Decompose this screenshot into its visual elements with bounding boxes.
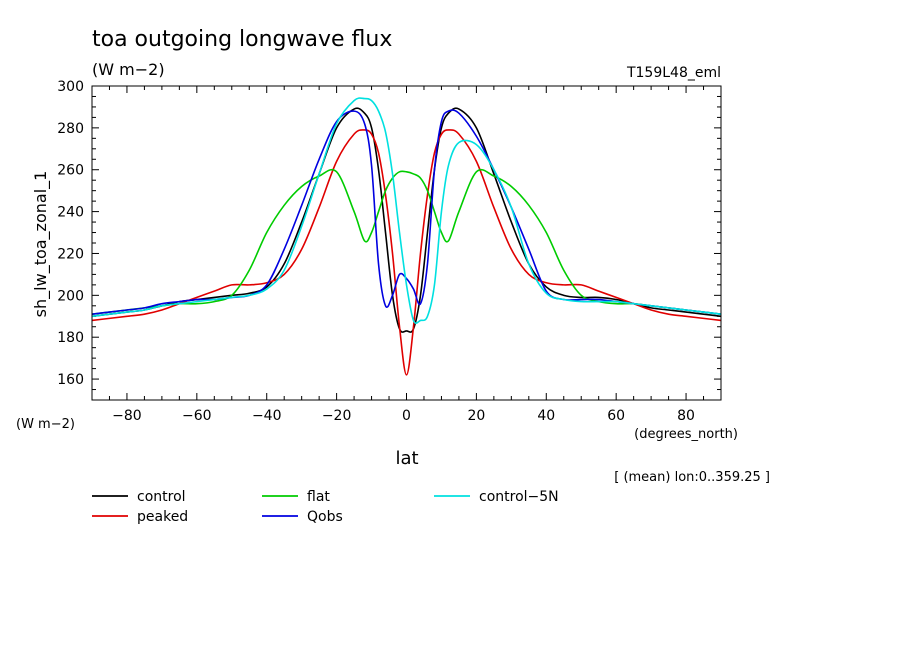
x-tick-label: 60 [607, 408, 625, 424]
x-tick-label: −60 [182, 408, 212, 424]
legend-label: control [137, 489, 186, 505]
axis-ticks: −80 −60 −40 −20 0 20 40 60 80 160 180 200 220 240 260 2… [57, 79, 722, 424]
x-axis-label: lat [395, 448, 418, 469]
legend: control peaked flat Qobs control−5N [92, 489, 559, 525]
experiment-label: T159L48_eml [626, 65, 721, 81]
x-tick-label: −20 [322, 408, 352, 424]
title-units: (W m−2) [92, 60, 165, 79]
legend-label: control−5N [479, 489, 559, 505]
chart-title: toa outgoing longwave flux [92, 27, 392, 52]
y-tick-label: 280 [57, 121, 84, 137]
mean-note: [ (mean) lon:0..359.25 ] [614, 470, 770, 485]
x-tick-label: 40 [537, 408, 555, 424]
series-line-peaked [91, 129, 722, 376]
legend-label: Qobs [307, 509, 343, 525]
y-tick-label: 160 [57, 372, 84, 388]
y-tick-label: 180 [57, 330, 84, 346]
series-line-flat [91, 168, 722, 315]
series-lines [91, 97, 722, 376]
x-tick-label: −80 [112, 408, 142, 424]
x-tick-label: 0 [402, 408, 411, 424]
y-axis-units: (W m−2) [16, 417, 75, 432]
y-tick-label: 240 [57, 205, 84, 221]
x-axis-units: (degrees_north) [634, 427, 738, 442]
y-tick-label: 220 [57, 246, 84, 262]
y-tick-label: 300 [57, 79, 84, 95]
legend-label: peaked [137, 509, 188, 525]
plot-frame [91, 85, 722, 401]
x-tick-label: −40 [252, 408, 282, 424]
series-line-control-5n [91, 97, 722, 325]
y-tick-label: 200 [57, 288, 84, 304]
x-tick-label: 80 [677, 408, 695, 424]
y-axis-label: sh_lw_toa_zonal_1 [31, 171, 51, 318]
x-tick-label: 20 [467, 408, 485, 424]
y-tick-label: 260 [57, 163, 84, 179]
legend-label: flat [307, 489, 330, 505]
series-line-control [91, 107, 722, 333]
